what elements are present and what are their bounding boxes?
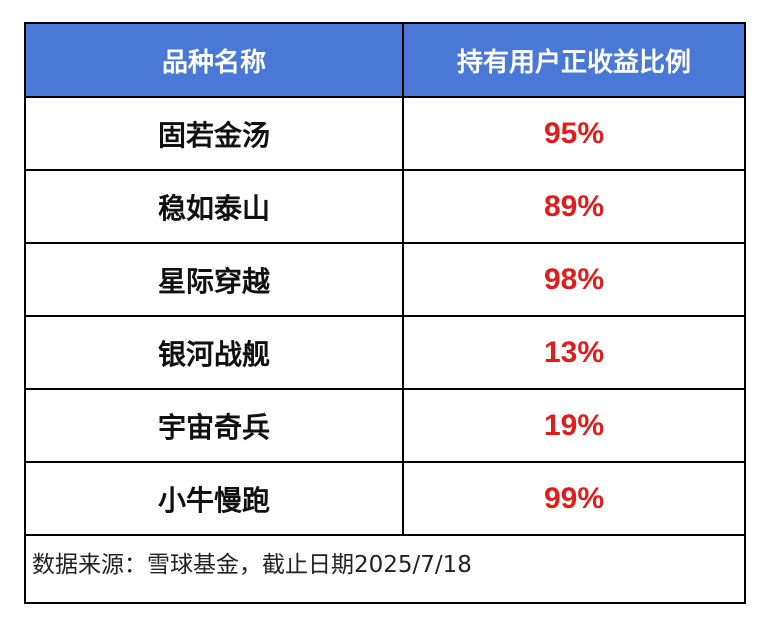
header-product-name: 品种名称 xyxy=(26,24,404,98)
table-card: 品种名称 持有用户正收益比例 固若金汤 95% 稳如泰山 89% 星际穿越 98… xyxy=(24,22,746,604)
product-name-cell: 稳如泰山 xyxy=(26,170,404,244)
ratio-value-cell: 19% xyxy=(403,389,744,463)
ratio-value-cell: 95% xyxy=(403,97,744,171)
product-name-cell: 固若金汤 xyxy=(26,97,404,171)
source-footnote: 数据来源：雪球基金，截止日期2025/7/18 xyxy=(32,552,472,578)
header-positive-return-ratio: 持有用户正收益比例 xyxy=(403,24,744,98)
table-row: 小牛慢跑 99% xyxy=(26,462,744,536)
table-row: 稳如泰山 89% xyxy=(26,170,744,244)
table-row: 银河战舰 13% xyxy=(26,316,744,390)
product-name-cell: 小牛慢跑 xyxy=(26,462,404,536)
ratio-value-cell: 99% xyxy=(403,462,744,536)
data-table: 品种名称 持有用户正收益比例 固若金汤 95% 稳如泰山 89% 星际穿越 98… xyxy=(26,24,744,536)
ratio-value-cell: 89% xyxy=(403,170,744,244)
product-name-cell: 银河战舰 xyxy=(26,316,404,390)
table-row: 固若金汤 95% xyxy=(26,97,744,171)
product-name-cell: 宇宙奇兵 xyxy=(26,389,404,463)
product-name-cell: 星际穿越 xyxy=(26,243,404,317)
header-row: 品种名称 持有用户正收益比例 xyxy=(26,24,744,98)
table-row: 宇宙奇兵 19% xyxy=(26,389,744,463)
table-row: 星际穿越 98% xyxy=(26,243,744,317)
ratio-value-cell: 98% xyxy=(403,243,744,317)
ratio-value-cell: 13% xyxy=(403,316,744,390)
